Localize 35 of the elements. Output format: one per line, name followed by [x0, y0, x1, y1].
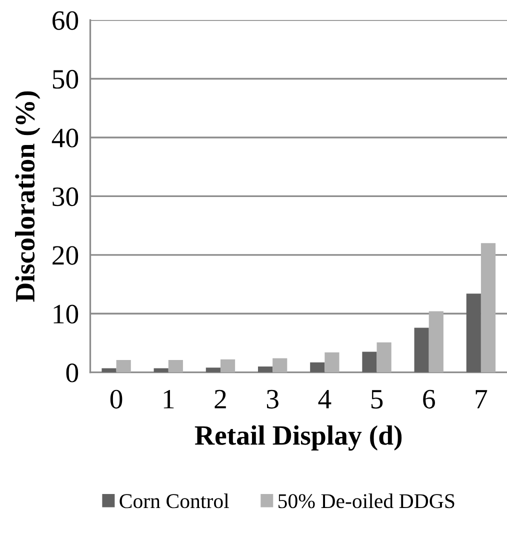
bar — [102, 368, 116, 372]
bar — [310, 362, 325, 372]
x-tick-label: 5 — [371, 390, 383, 409]
x-tick-label: 6 — [423, 390, 435, 409]
x-axis-title: Retail Display (d) — [194, 425, 402, 451]
y-tick-label: 10 — [54, 304, 78, 324]
y-tick-label: 0 — [66, 364, 78, 382]
bar — [414, 328, 429, 372]
bar — [258, 366, 273, 372]
bar — [220, 359, 236, 372]
x-tick-label: 1 — [164, 390, 174, 408]
bar — [324, 352, 340, 372]
x-tick-label: 2 — [214, 390, 226, 408]
x-tick-label: 0 — [110, 390, 122, 409]
y-tick-label: 60 — [52, 11, 78, 30]
y-tick-label: 30 — [52, 187, 78, 206]
bar — [428, 311, 444, 372]
bar — [376, 342, 392, 372]
y-tick-label: 20 — [52, 246, 78, 265]
x-tick-label: 3 — [266, 390, 278, 409]
x-tick-label: 4 — [318, 390, 332, 408]
bar — [272, 358, 288, 372]
bar — [154, 368, 168, 372]
legend-label: 50% De-oiled DDGS — [278, 494, 454, 508]
x-tick-label: 7 — [476, 390, 488, 408]
bar — [168, 360, 183, 372]
y-tick-label: 40 — [52, 128, 78, 148]
bar — [206, 368, 220, 372]
y-tick-label: 50 — [52, 70, 78, 89]
bar — [466, 294, 481, 372]
bar — [116, 360, 131, 372]
legend-label: Corn Control — [120, 494, 229, 508]
y-axis-title: Discoloration (%) — [15, 91, 40, 302]
bar — [480, 243, 496, 372]
bar — [362, 352, 377, 372]
